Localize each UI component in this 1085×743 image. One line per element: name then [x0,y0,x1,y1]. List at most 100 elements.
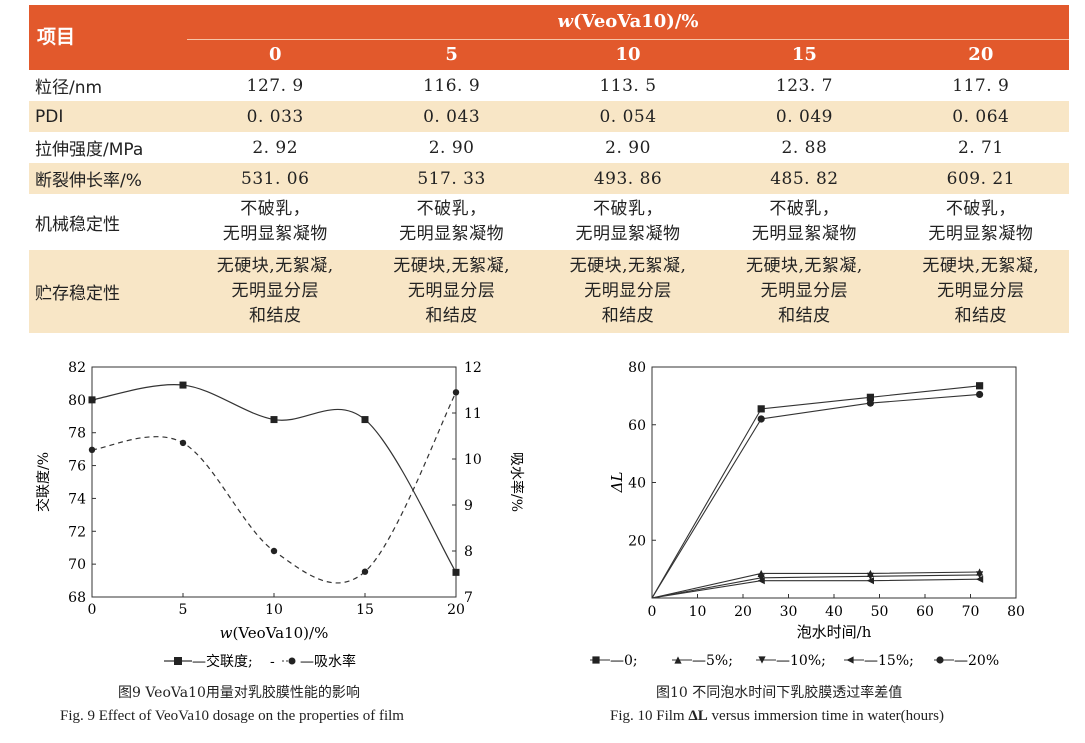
fig10-y-tick-label: 20 [628,533,646,549]
fig10-caption-en: Fig. 10 Film ΔL versus immersion time in… [610,708,944,725]
table-row: 断裂伸长率/% 531. 06 517. 33 493. 86 485. 82 609. … [29,163,1069,194]
fig10-point [976,390,984,399]
fig10-y-tick-label: 60 [628,418,646,434]
fig10-caption-cn: 图10 不同泡水时间下乳胶膜透过率差值 [656,685,903,701]
table-cell: 无硬块,无絮凝, 无明显分层 和结皮 [216,256,334,326]
fig10-point [757,574,765,582]
fig9-legend-a: —交联度; [192,653,253,670]
fig9-y-tick-label: 76 [68,459,86,475]
fig9-point-water [452,389,460,396]
fig10-point [757,415,765,423]
table-cell: 117. 9 [952,75,1010,96]
fig9-y-axis-label: 交联度/% [35,452,52,512]
fig9-caption-cn: 图9 VeoVa10用量对乳胶膜性能的影响 [118,685,360,701]
fig9-x-tick-label: 10 [265,602,283,618]
fig10-point [976,382,984,390]
fig10-x-tick-label: 70 [962,604,980,620]
table-cell: 0. 033 [246,106,304,127]
fig9-legend-b: —吸水率 [300,653,356,670]
fig9-point-water [361,568,369,575]
fig10-point [757,405,765,413]
table-cell: 116. 9 [423,75,481,96]
fig10-legend-label: —20% [954,653,999,669]
table-row: PDI 0. 033 0. 043 0. 054 0. 049 0. 064 [29,101,1069,132]
table-cell: 无硬块,无絮凝, 无明显分层 和结皮 [569,256,687,326]
fig9-point-crosslink [270,416,278,424]
table-cell: 不破乳， 无明显絮凝物 [575,199,681,244]
table-cell: 无硬块,无絮凝, 无明显分层 和结皮 [393,256,511,326]
fig9-series-crosslink-line [91,384,457,573]
fig9-y-tick-label: 68 [68,590,86,606]
fig10-point [757,577,765,585]
fig9-y2-tick-label: 7 [464,590,473,606]
table-row: 拉伸强度/MPa 2. 92 2. 90 2. 90 2. 88 2. 71 [29,132,1069,163]
table-cell: 2. 92 [252,137,299,158]
table-row: 粒径/nm 127. 9 116. 9 113. 5 123. 7 117. 9 [29,70,1069,101]
table-cell: 不破乳， 无明显絮凝物 [399,199,505,244]
column-header: 0 [268,44,282,65]
fig9-y2-tick-label: 11 [464,406,482,422]
fig9-x-tick-label: 20 [447,602,465,618]
table-cell: 2. 90 [605,137,651,158]
fig10-point [866,393,874,401]
table-row: 贮存稳定性 无硬块,无絮凝, 无明显分层 和结皮 无硬块,无絮凝, 无明显分层 和结… [29,250,1069,333]
row-label: 断裂伸长率/% [35,171,142,191]
fig9-point-crosslink [88,396,96,404]
table-row: 机械稳定性 不破乳， 无明显絮凝物 不破乳， 无明显絮凝物 不破乳， 无明显絮凝物 不破… [29,194,1069,250]
fig9-y-tick-label: 80 [68,393,86,409]
fig9-y-tick-label: 82 [68,360,86,376]
table-cell: 2. 88 [781,137,828,158]
fig10-series-line [651,574,980,599]
fig9-legend-circle-marker [288,657,296,665]
fig10-legend-marker [758,656,766,664]
fig10-point [976,571,984,579]
fig9-point-water [270,547,278,555]
table-cell: 无硬块,无絮凝, 无明显分层 和结皮 [922,256,1040,326]
row-label: 拉伸强度/MPa [35,140,144,160]
fig10-x-tick-label: 30 [780,604,798,620]
group-header: w(VeoVa10)/% [187,5,1069,40]
table-body: 粒径/nm 127. 9 116. 9 113. 5 123. 7 117. 9 PDI 0.… [29,70,1069,333]
table-cell: 485. 82 [770,168,839,189]
fig9-x-tick-label: 5 [179,602,188,618]
fig9-y-tick-label: 72 [68,524,86,540]
fig9-point-crosslink [361,416,369,424]
table-cell: 2. 71 [957,137,1004,158]
item-header: 项目 [37,26,76,48]
fig9-plot-frame [91,366,457,598]
fig10-legend: —0; —5%; —10%; —15%; —20% [590,653,999,669]
fig9-legend: —交联度; - —吸水率 [164,653,356,670]
table-cell: 0. 043 [423,106,481,127]
table-header: 项目 w(VeoVa10)/% 0 5 10 15 20 [29,5,1069,70]
fig10-series-line [651,578,980,599]
fig9-y2-tick-label: 8 [464,544,473,560]
fig9-legend-square-marker [174,657,182,665]
fig10-legend-marker [592,656,600,664]
column-header: 20 [968,44,994,65]
fig10-legend-label: —10%; [776,653,826,669]
fig9-point-water [179,439,187,447]
fig9-y2-tick-label: 10 [464,452,482,468]
fig10-x-axis-label: 泡水时间/h [797,623,872,641]
table-cell: 不破乳， 无明显絮凝物 [928,199,1034,244]
fig10-x-tick-label: 50 [871,604,889,620]
fig10-series-line [651,571,980,599]
fig9-point-crosslink [452,568,460,576]
fig10-point [866,572,874,580]
fig9-x-tick-label: 15 [356,602,374,618]
fig9-x-tick-label: 0 [88,602,97,618]
fig10-series-line [651,393,980,599]
fig10-point [866,399,874,407]
table-cell: 127. 9 [246,75,304,96]
fig10-y-tick-label: 80 [628,360,646,376]
fig10-legend-label: —15%; [864,653,914,669]
table-cell: 123. 7 [775,75,833,96]
fig10-series-line [651,385,980,599]
fig9-y-tick-label: 74 [68,491,86,507]
fig10-point [976,575,984,583]
fig10-point [866,577,874,585]
column-header: 15 [791,44,817,65]
fig10-x-tick-label: 60 [916,604,934,620]
